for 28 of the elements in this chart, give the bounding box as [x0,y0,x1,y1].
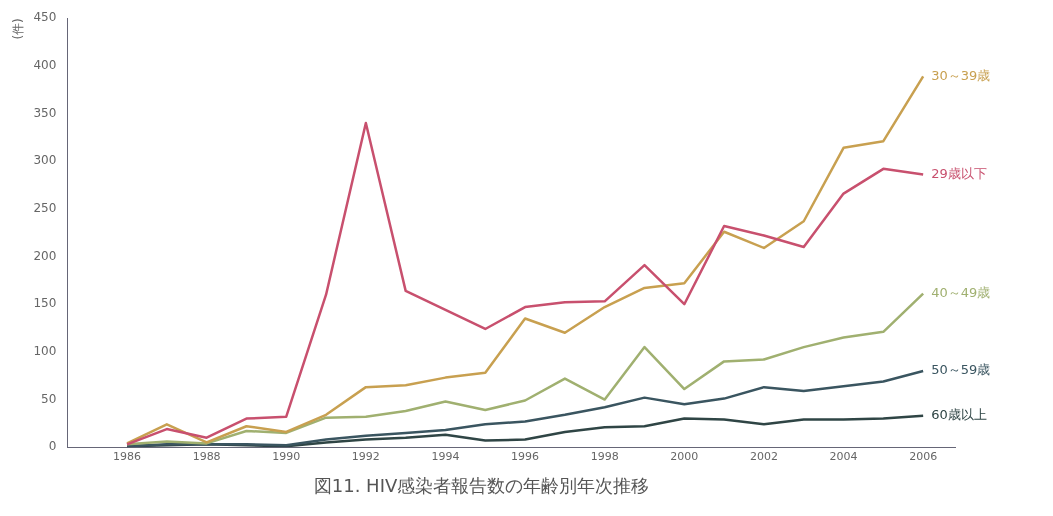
x-tick-label: 1998 [590,449,619,463]
series-label: 29歳以下 [931,165,987,181]
y-tick-label: 300 [33,153,57,168]
y-tick-label: 50 [41,391,57,406]
y-tick-label: 150 [33,296,57,311]
x-tick-label: 1988 [192,449,221,463]
x-tick-label: 1996 [511,449,540,463]
x-tick-label: 1990 [272,449,301,463]
x-tick-label: 1994 [431,449,460,463]
y-tick-label: 100 [33,343,57,358]
y-tick-label: 450 [33,10,57,25]
series-label: 40～49歳 [931,285,991,301]
y-tick-label: 250 [33,200,57,215]
x-tick-label: 2000 [670,449,699,463]
x-tick-label: 1992 [351,449,380,463]
text: 図11. HIV感染者報告数の年齢別年次推移 [313,474,650,496]
y-axis-title: (件) [11,18,26,40]
y-tick-label: 0 [48,439,57,454]
y-tick-label: 350 [33,105,57,120]
x-tick-label: 2002 [749,449,778,463]
x-tick-label: 1986 [113,449,142,463]
series-label: 30～39歳 [931,67,991,83]
x-tick-label: 2004 [829,449,858,463]
series-label: 50～59歳 [931,362,991,378]
x-tick-label: 2006 [909,449,938,463]
series-label: 60歳以上 [931,407,987,423]
y-tick-label: 400 [33,57,57,72]
y-tick-label: 200 [33,248,57,263]
